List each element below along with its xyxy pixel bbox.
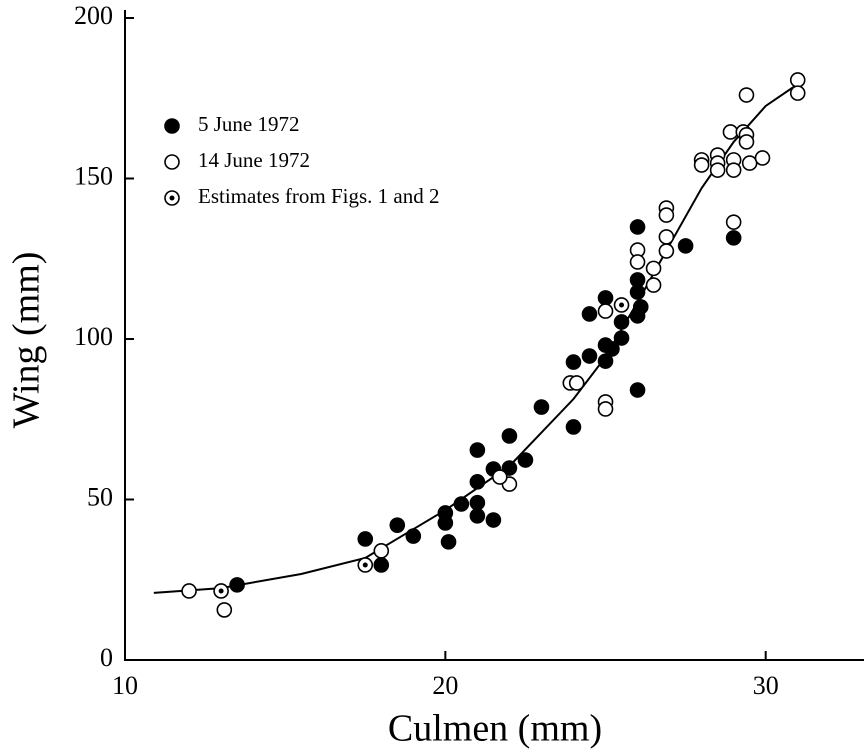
point bbox=[181, 583, 197, 599]
point bbox=[789, 72, 806, 88]
point bbox=[213, 583, 229, 599]
point bbox=[469, 474, 486, 490]
point bbox=[645, 260, 662, 277]
point bbox=[373, 543, 390, 559]
point bbox=[629, 284, 646, 300]
point bbox=[722, 124, 739, 140]
point bbox=[741, 155, 758, 171]
point bbox=[568, 375, 585, 391]
point bbox=[677, 238, 694, 254]
y-axis-title: Wing (mm) bbox=[6, 252, 48, 429]
point bbox=[725, 162, 742, 178]
point bbox=[789, 85, 806, 101]
point bbox=[597, 353, 614, 369]
point bbox=[613, 330, 630, 346]
point bbox=[725, 230, 742, 246]
point bbox=[389, 517, 406, 533]
point bbox=[469, 508, 486, 524]
point bbox=[629, 382, 646, 398]
point bbox=[469, 442, 486, 458]
point bbox=[597, 290, 614, 306]
point bbox=[485, 512, 502, 528]
point bbox=[581, 348, 598, 364]
point bbox=[738, 87, 755, 103]
point bbox=[565, 354, 582, 370]
point bbox=[632, 299, 649, 315]
point bbox=[229, 577, 245, 593]
y-tick-label: 200 bbox=[74, 1, 113, 30]
x-tick-label: 30 bbox=[753, 671, 779, 700]
legend-marker bbox=[164, 118, 180, 134]
legend-label: 5 June 1972 bbox=[198, 112, 300, 136]
y-tick-label: 150 bbox=[74, 161, 113, 190]
point bbox=[581, 306, 598, 322]
point bbox=[501, 460, 518, 476]
x-tick-label: 10 bbox=[112, 671, 138, 700]
legend-marker bbox=[164, 190, 180, 206]
x-axis-title: Culmen (mm) bbox=[388, 708, 602, 750]
point bbox=[693, 157, 710, 173]
legend-marker bbox=[164, 154, 180, 170]
point bbox=[613, 314, 630, 330]
legend-label: Estimates from Figs. 1 and 2 bbox=[198, 184, 439, 208]
y-tick-label: 0 bbox=[100, 643, 113, 672]
point bbox=[629, 219, 646, 235]
point bbox=[754, 150, 771, 166]
point bbox=[709, 162, 726, 178]
point bbox=[725, 214, 742, 230]
point bbox=[440, 534, 457, 550]
point bbox=[492, 469, 508, 485]
point bbox=[501, 428, 518, 444]
y-tick-label: 50 bbox=[87, 482, 113, 511]
x-tick-label: 20 bbox=[432, 671, 458, 700]
point bbox=[216, 602, 233, 618]
point bbox=[629, 254, 646, 270]
point bbox=[533, 399, 550, 415]
point bbox=[645, 277, 662, 293]
point bbox=[437, 515, 454, 531]
point bbox=[373, 557, 390, 573]
legend-label: 14 June 1972 bbox=[198, 148, 310, 172]
point bbox=[597, 401, 614, 417]
point bbox=[597, 303, 614, 319]
fit-curve bbox=[153, 83, 799, 594]
point bbox=[565, 419, 582, 435]
point bbox=[658, 207, 675, 223]
point bbox=[453, 496, 470, 512]
point bbox=[469, 494, 486, 511]
point bbox=[357, 531, 374, 547]
point bbox=[738, 134, 755, 150]
point bbox=[604, 341, 620, 357]
y-tick-label: 100 bbox=[74, 322, 113, 351]
point bbox=[357, 557, 374, 573]
point bbox=[658, 243, 675, 259]
point bbox=[405, 528, 422, 544]
point bbox=[517, 452, 534, 468]
point bbox=[613, 297, 630, 313]
point bbox=[658, 229, 675, 245]
